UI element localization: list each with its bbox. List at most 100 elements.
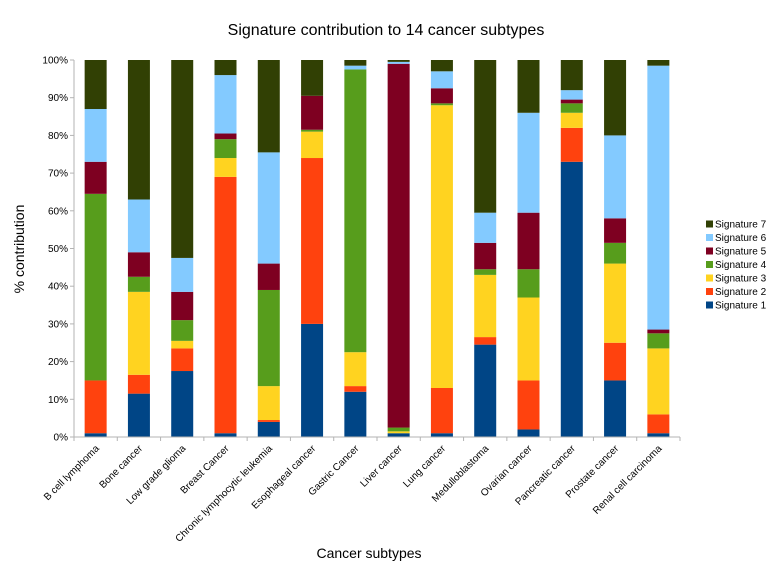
bar-segment-7-2	[127, 60, 150, 200]
legend-label: Signature 2	[715, 287, 767, 298]
y-tick-label: 70%	[48, 169, 68, 180]
bar-segment-6-14	[647, 65, 670, 330]
legend-swatch	[706, 261, 713, 268]
legend: Signature 7 Signature 6 Signature 5 Signatu…	[706, 220, 767, 312]
bar-segment-5-4	[214, 133, 237, 140]
bar-segment-7-7	[344, 60, 367, 66]
bar-segment-3-2	[127, 291, 150, 375]
bar-segment-2-14	[647, 414, 670, 434]
bar-segment-5-10	[474, 242, 497, 270]
bar-segment-6-2	[127, 199, 150, 253]
bar-segment-6-12	[560, 90, 583, 100]
bar-segment-3-4	[214, 158, 237, 177]
bar-segment-7-11	[517, 60, 540, 113]
y-tick-label: 50%	[48, 244, 68, 255]
bar-segment-7-3	[171, 60, 194, 258]
bar-segment-7-10	[474, 60, 497, 213]
bar-segment-7-13	[604, 60, 627, 136]
bar-segment-6-10	[474, 212, 497, 243]
x-tick-label: Lung cancer	[401, 443, 448, 490]
bar-segment-6-5	[257, 152, 280, 264]
y-axis-label: % contribution	[11, 205, 27, 294]
bar-segment-2-1	[84, 380, 107, 434]
bar-segment-4-1	[84, 193, 107, 381]
y-tick-label: 100%	[42, 56, 68, 67]
bar-segment-1-13	[604, 380, 627, 437]
bar-segment-4-7	[344, 69, 367, 353]
legend-swatch	[706, 247, 713, 255]
bar-segment-5-14	[647, 329, 670, 334]
bar-segment-5-3	[171, 291, 194, 321]
legend-swatch	[706, 234, 713, 241]
bar-segment-4-11	[517, 269, 540, 298]
bar-segment-1-9	[430, 433, 453, 437]
bar-segment-3-11	[517, 297, 540, 381]
bar-segment-5-6	[301, 95, 324, 130]
bar-segment-2-2	[127, 374, 150, 394]
bar-segment-4-3	[171, 320, 194, 341]
bar-segment-3-10	[474, 274, 497, 338]
bar-segment-1-5	[257, 421, 280, 437]
y-tick-label: 90%	[48, 93, 68, 104]
bar-segment-4-6	[301, 129, 324, 132]
legend-swatch	[706, 274, 713, 282]
bar-segment-2-9	[430, 387, 453, 434]
x-axis-label: Cancer subtypes	[316, 545, 421, 561]
bar-segment-4-9	[430, 103, 453, 106]
bars-layer	[84, 60, 670, 438]
bar-segment-1-4	[214, 433, 237, 437]
bar-segment-4-13	[604, 242, 627, 264]
bar-segment-3-5	[257, 386, 280, 421]
bar-segment-2-3	[171, 348, 194, 372]
bar-segment-7-6	[301, 60, 324, 96]
bar-segment-1-3	[171, 371, 194, 437]
bar-segment-4-4	[214, 139, 237, 159]
y-tick-label: 10%	[48, 395, 68, 406]
bar-segment-2-5	[257, 420, 280, 422]
legend-swatch	[706, 288, 713, 295]
chart-title: Signature contribution to 14 cancer subt…	[228, 22, 545, 39]
bar-segment-3-13	[604, 263, 627, 343]
bar-segment-1-6	[301, 323, 324, 437]
bar-segment-3-9	[430, 105, 453, 388]
bar-segment-1-1	[84, 433, 107, 437]
bar-segment-2-7	[344, 386, 367, 392]
bar-segment-1-10	[474, 344, 497, 437]
legend-label: Signature 1	[715, 301, 767, 312]
bar-segment-2-6	[301, 158, 324, 324]
bar-segment-5-9	[430, 88, 453, 104]
y-tick-label: 40%	[48, 282, 68, 293]
bar-segment-4-12	[560, 103, 583, 113]
bar-segment-4-14	[647, 333, 670, 349]
x-tick-label: Bone cancer	[98, 443, 146, 491]
bar-segment-4-2	[127, 276, 150, 292]
bar-segment-7-1	[84, 60, 107, 110]
y-tick-label: 30%	[48, 319, 68, 330]
legend-label: Signature 3	[715, 274, 767, 285]
bar-segment-7-14	[647, 60, 670, 66]
bar-segment-5-1	[84, 161, 107, 194]
bar-segment-5-12	[560, 99, 583, 104]
legend-label: Signature 6	[715, 233, 767, 244]
bar-segment-4-10	[474, 269, 497, 275]
bar-segment-7-5	[257, 60, 280, 153]
bar-segment-6-7	[344, 65, 367, 70]
bar-segment-6-11	[517, 112, 540, 213]
bar-segment-6-3	[171, 257, 194, 292]
bar-segment-6-13	[604, 135, 627, 219]
bar-segment-3-6	[301, 131, 324, 159]
bar-segment-5-13	[604, 218, 627, 243]
bar-segment-3-7	[344, 352, 367, 387]
bar-segment-7-12	[560, 60, 583, 91]
bar-segment-1-8	[387, 433, 410, 437]
bar-segment-6-8	[387, 61, 410, 64]
legend-label: Signature 5	[715, 247, 767, 258]
bar-segment-1-2	[127, 393, 150, 437]
bar-segment-2-10	[474, 337, 497, 345]
y-tick-label: 20%	[48, 357, 68, 368]
x-tick-label: B cell lymphoma	[42, 443, 102, 503]
bar-segment-1-12	[560, 161, 583, 438]
legend-label: Signature 7	[715, 220, 767, 231]
bar-segment-6-4	[214, 75, 237, 134]
y-tick-label: 0%	[54, 433, 69, 444]
